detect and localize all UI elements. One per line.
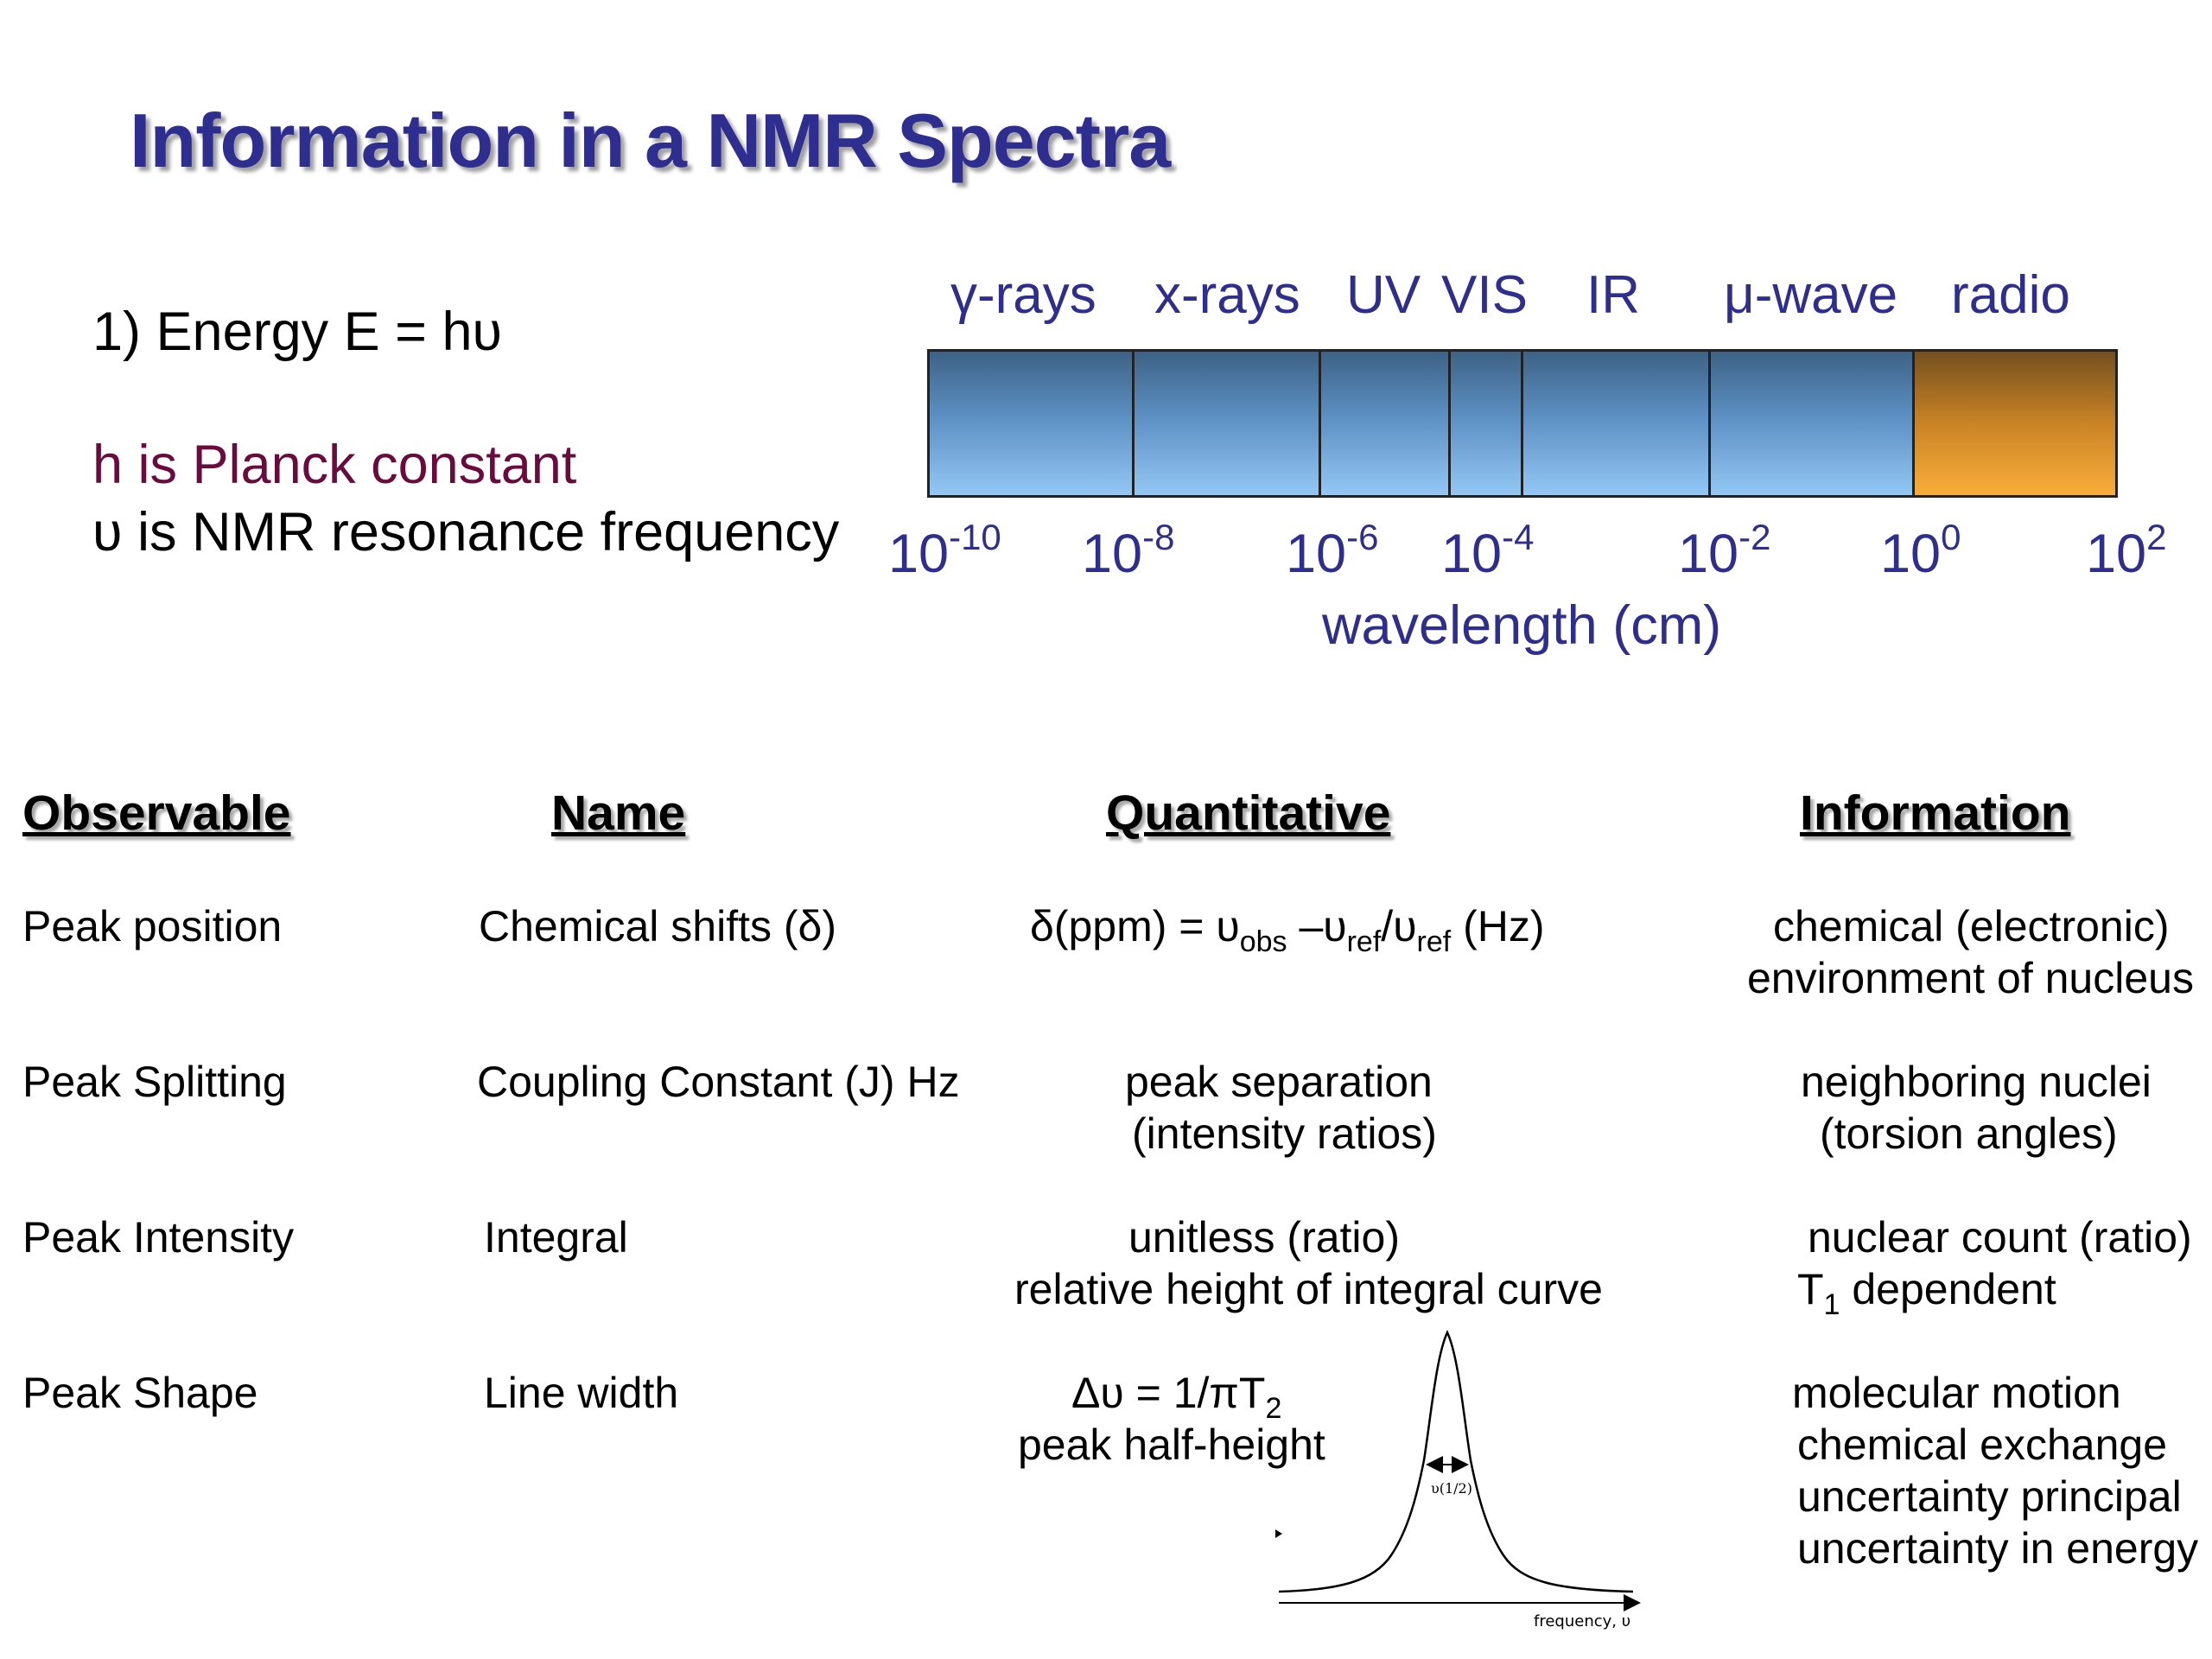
segment-vis bbox=[1451, 352, 1523, 495]
segment-gamma bbox=[930, 352, 1135, 495]
small-arrow-icon bbox=[1275, 1529, 1282, 1538]
band-label-gamma: γ-rays bbox=[950, 265, 1096, 325]
header-information: Information bbox=[1800, 785, 2071, 841]
band-label-vis: VIS bbox=[1441, 265, 1528, 325]
peak-curve bbox=[1278, 1330, 1634, 1593]
row-4-observable: Peak Shape bbox=[22, 1369, 258, 1417]
row-4-information-line2: chemical exchange bbox=[1797, 1421, 2168, 1469]
header-name: Name bbox=[551, 785, 686, 841]
tick-label: 10-6 bbox=[1286, 517, 1379, 585]
band-label-microwave: μ-wave bbox=[1724, 265, 1898, 325]
energy-equation: 1) Energy E = hυ bbox=[92, 302, 502, 362]
tick-label: 10-8 bbox=[1082, 517, 1175, 585]
row-3-quantitative-line2: relative height of integral curve bbox=[1014, 1265, 1603, 1313]
row-2-name: Coupling Constant (J) Hz bbox=[477, 1058, 960, 1106]
row-2-information-line1: neighboring nuclei bbox=[1801, 1058, 2152, 1106]
row-1-information-line1: chemical (electronic) bbox=[1773, 902, 2170, 950]
header-observable: Observable bbox=[22, 785, 291, 841]
row-1-observable: Peak position bbox=[22, 902, 283, 950]
row-3-information-line1: nuclear count (ratio) bbox=[1808, 1213, 2192, 1262]
row-4-name: Line width bbox=[484, 1369, 679, 1417]
segment-microwave bbox=[1711, 352, 1915, 495]
half-width-label: υ(1/2) bbox=[1431, 1480, 1472, 1497]
row-4-information-line1: molecular motion bbox=[1792, 1369, 2121, 1417]
segment-xray bbox=[1135, 352, 1321, 495]
slide-title: Information in a NMR Spectra bbox=[130, 98, 1171, 183]
row-4-information-line3: uncertainty principal bbox=[1797, 1472, 2182, 1521]
segment-ir bbox=[1523, 352, 1711, 495]
band-label-ir: IR bbox=[1586, 265, 1640, 325]
row-3-quantitative-line1: unitless (ratio) bbox=[1128, 1213, 1400, 1262]
lorentzian-peak-plot: υ(1/2) frequency, υ bbox=[1275, 1330, 1641, 1630]
row-3-name: Integral bbox=[484, 1213, 628, 1262]
tick-label: 10-2 bbox=[1678, 517, 1771, 585]
row-3-information-line2: T1 dependent bbox=[1797, 1265, 2056, 1321]
band-label-radio: radio bbox=[1951, 265, 2070, 325]
band-label-uv: UV bbox=[1346, 265, 1421, 325]
header-quantitative: Quantitative bbox=[1106, 785, 1391, 841]
segment-uv bbox=[1321, 352, 1451, 495]
band-label-xray: x-rays bbox=[1154, 265, 1300, 325]
row-2-information-line2: (torsion angles) bbox=[1820, 1109, 2118, 1158]
tick-label: 10-10 bbox=[888, 517, 1001, 585]
segment-radio bbox=[1915, 352, 2115, 495]
row-2-quantitative-line1: peak separation bbox=[1125, 1058, 1433, 1106]
row-4-information-line4: uncertainty in energy bbox=[1797, 1524, 2199, 1573]
row-2-observable: Peak Splitting bbox=[22, 1058, 287, 1106]
tick-label: 10-4 bbox=[1441, 517, 1535, 585]
row-4-quantitative-line1: Δυ = 1/πT2 bbox=[1071, 1369, 1282, 1425]
row-1-information-line2: environment of nucleus bbox=[1747, 954, 2194, 1002]
row-1-quantitative: δ(ppm) = υobs –υref/υref (Hz) bbox=[1030, 902, 1545, 958]
planck-constant-note: h is Planck constant bbox=[92, 435, 577, 495]
frequency-note: υ is NMR resonance frequency bbox=[92, 502, 840, 563]
tick-label: 100 bbox=[1880, 517, 1961, 585]
row-1-name: Chemical shifts (δ) bbox=[479, 902, 837, 950]
row-4-quantitative-line2: peak half-height bbox=[1018, 1421, 1325, 1469]
spectrum-bar bbox=[927, 349, 2118, 498]
wavelength-axis-label: wavelength (cm) bbox=[1322, 595, 1722, 656]
frequency-label: frequency, υ bbox=[1534, 1612, 1630, 1630]
row-2-quantitative-line2: (intensity ratios) bbox=[1132, 1109, 1437, 1158]
tick-label: 102 bbox=[2086, 517, 2167, 585]
row-3-observable: Peak Intensity bbox=[22, 1213, 295, 1262]
